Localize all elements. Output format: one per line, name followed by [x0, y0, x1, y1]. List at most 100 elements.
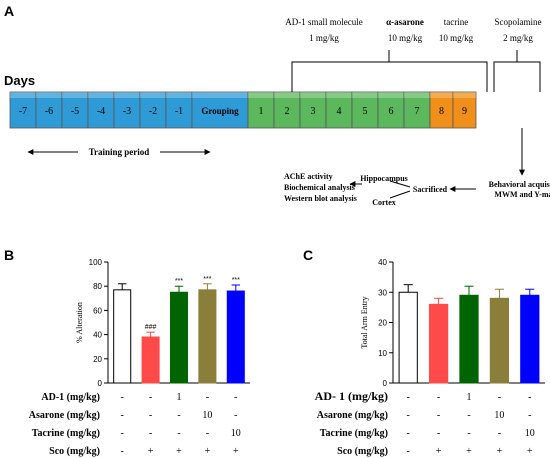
day-box-fill	[9, 91, 37, 129]
day-box-shine	[378, 92, 404, 98]
treatment-cell: +	[436, 446, 442, 457]
day-box-shine	[453, 92, 476, 98]
treatment-cell: 10	[202, 410, 212, 421]
cortex-label: Cortex	[372, 198, 396, 207]
day-label: 9	[462, 106, 467, 117]
day-label: -6	[45, 106, 53, 117]
day-label: 5	[363, 106, 368, 117]
panel-label-b: B	[4, 247, 14, 263]
treatment-row-label: Sco (mg/kg)	[337, 446, 388, 457]
day-box-shine	[300, 92, 326, 98]
y-tick-label: 20	[93, 355, 102, 364]
y-tick-label: 30	[378, 288, 387, 297]
y-tick-label: 10	[378, 349, 387, 358]
day-box-fill	[325, 91, 353, 129]
day-box: 3	[299, 91, 327, 129]
day-label: -4	[97, 106, 105, 117]
bar	[169, 291, 189, 384]
treatment-dose-tacrine: 10 mg/kg	[439, 33, 474, 43]
treatment-cell: -	[437, 410, 440, 421]
day-box-fill	[139, 91, 167, 129]
day-box-shine	[274, 92, 300, 98]
day-label: -2	[149, 106, 157, 117]
y-tick-label: 40	[378, 258, 387, 267]
treatment-name-tacrine: tacrine	[444, 17, 468, 27]
day-box-shine	[62, 92, 88, 98]
day-label: 2	[285, 106, 290, 117]
bar	[141, 336, 160, 384]
day-box: -5	[61, 91, 89, 129]
day-box-fill	[351, 91, 379, 129]
treatment-row-label: Asarone (mg/kg)	[317, 410, 388, 421]
analysis-western: Western blot analysis	[284, 194, 357, 203]
day-box: Grouping	[191, 91, 249, 129]
day-box-fill	[452, 91, 477, 129]
day-label: 4	[337, 106, 342, 117]
treatment-cell: -	[407, 392, 410, 403]
day-box-fill	[35, 91, 63, 129]
bar	[520, 294, 540, 384]
bar	[198, 289, 217, 384]
treatment-row-label: AD-1 (mg/kg)	[41, 392, 100, 403]
day-box-shine	[430, 92, 453, 98]
significance-label: ***	[175, 278, 183, 285]
day-label: -3	[123, 106, 131, 117]
treatment-cell: 10	[494, 410, 504, 421]
day-box: 6	[377, 91, 405, 129]
bar	[428, 303, 449, 384]
treatment-row-label: AD- 1 (mg/kg)	[315, 389, 388, 403]
treatment-cell: -	[206, 428, 209, 439]
treatment-cell: -	[121, 392, 124, 403]
day-box-shine	[326, 92, 352, 98]
day-box-shine	[140, 92, 166, 98]
treatment-cell: +	[205, 446, 211, 457]
treatment-cell: +	[233, 446, 239, 457]
treatment-cell: -	[407, 428, 410, 439]
y-axis-label: % Alteration	[75, 302, 84, 343]
day-label: 7	[415, 106, 420, 117]
day-box-fill	[165, 91, 193, 129]
treatment-cell: +	[148, 446, 154, 457]
day-box-shine	[248, 92, 274, 98]
y-tick-label: 0	[98, 379, 103, 388]
treatment-row-label: Tacrine (mg/kg)	[320, 428, 388, 439]
treatment-cell: -	[149, 428, 152, 439]
day-box-shine	[352, 92, 378, 98]
day-box-fill	[113, 91, 141, 129]
day-box: -6	[35, 91, 63, 129]
treatment-row-label: Sco (mg/kg)	[49, 446, 100, 457]
sacrificed-connector-top	[389, 180, 411, 188]
treatment-name-ad1: AD-1 small molecule	[285, 17, 362, 27]
treatment-cell: -	[467, 410, 470, 421]
treatment-bracket	[291, 50, 488, 92]
behavior-line1: Behavioral acquisition	[489, 180, 550, 189]
day-label: Grouping	[201, 106, 239, 116]
treatment-cell: -	[467, 428, 470, 439]
day-box: 5	[351, 91, 379, 129]
training-period-label: Training period	[89, 147, 150, 157]
bar	[113, 289, 132, 384]
day-box-fill	[61, 91, 89, 129]
day-box: 4	[325, 91, 353, 129]
treatment-cell: -	[149, 410, 152, 421]
significance-label: ###	[145, 324, 157, 331]
day-box-shine	[10, 92, 36, 98]
treatment-dose-ad1: 1 mg/kg	[309, 33, 339, 43]
panel-label-c: C	[303, 247, 313, 263]
treatment-cell: -	[234, 410, 237, 421]
treatment-cell: -	[437, 392, 440, 403]
day-box-shine	[114, 92, 140, 98]
day-box-fill	[191, 91, 249, 129]
bar	[489, 297, 510, 384]
treatment-cell: 10	[231, 428, 241, 439]
chart-c-arm-entry: 0 10 20 30 40 Total Arm Entry AD- 1 (mg/kg) - - 1…	[315, 258, 545, 457]
bar	[226, 290, 245, 384]
chart-b-alteration: 0 20 40 60 80 100 % Alteration ### *** *** *** AD-1…	[29, 258, 250, 457]
y-tick-label: 60	[93, 306, 102, 315]
day-box-shine	[192, 92, 248, 98]
sacrificed-connector-bottom	[389, 190, 411, 199]
sacrificed-label: Sacrificed	[413, 185, 448, 194]
scopolamine-bracket	[493, 50, 541, 92]
scopolamine-dose: 2 mg/kg	[503, 33, 533, 43]
